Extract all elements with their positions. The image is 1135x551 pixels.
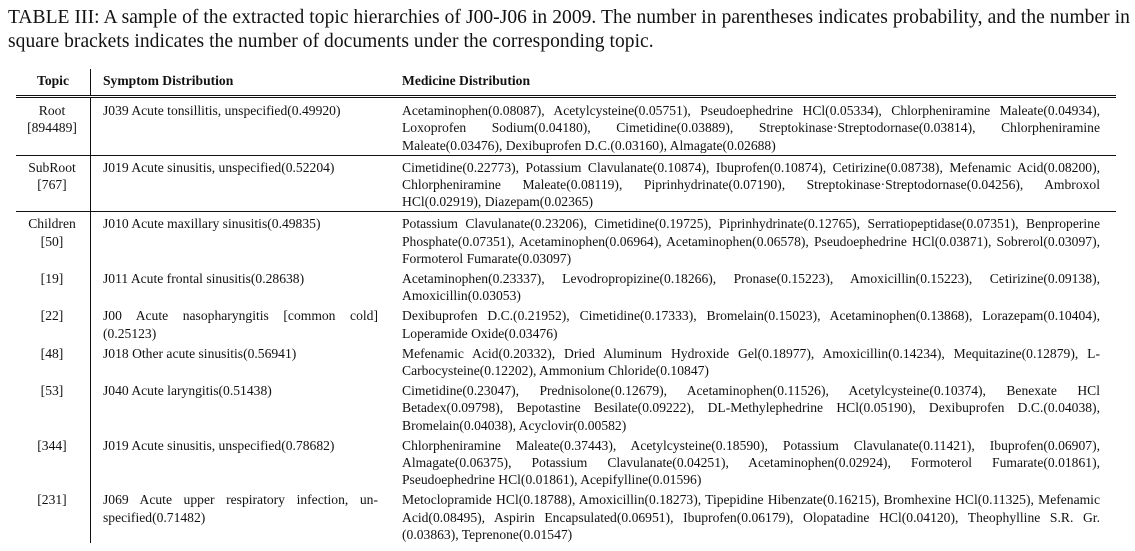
header-symptom-distribution: Symptom Distribution [103,73,234,88]
topic-count: [50] [40,233,64,249]
symptom-cell: J00 Acute nasopharyngitis [common cold](… [103,308,378,341]
topic-count: [53] [40,383,64,399]
topic-cell: [48] [16,341,91,380]
symptom-cell: J011 Acute frontal sinusitis(0.28638) [103,271,305,287]
medicine-cell: Dexibuprofen D.C.(0.21952), Cimetidine(0… [402,308,1100,341]
medicine-cell: Potassium Clavulanate(0.23206), Cimetidi… [402,216,1100,266]
topic-cell: [22] [16,304,91,342]
topic-label: Children [28,216,76,232]
topic-cell: Root [894489] [16,96,91,156]
medicine-cell: Chlorpheniramine Maleate(0.37443), Acety… [402,437,1100,488]
header-medicine-distribution: Medicine Distribution [402,73,531,88]
topic-count: [19] [40,271,64,287]
medicine-cell: Mefenamic Acid(0.20332), Dried Aluminum … [402,345,1100,379]
symptom-cell: J019 Acute sinusitis, unspecified(0.7868… [103,437,335,453]
symptom-cell: J019 Acute sinusitis, unspecified(0.5220… [90,155,388,213]
table-row: [231] J069 Acute upper respiratory infec… [16,488,1116,544]
table-header-row: Topic Symptom Distribution Medicine Dist… [16,69,1116,97]
topic-cell: [231] [16,488,91,544]
table-row: [53] J040 Acute laryngitis(0.51438) Cime… [16,379,1116,434]
table-row: [48] J018 Other acute sinusitis(0.56941)… [16,341,1116,380]
topic-count: [48] [40,345,64,361]
medicine-cell: Cimetidine(0.23047), Prednisolone(0.1267… [402,383,1100,433]
table-row-root: Root [894489] J039 Acute tonsillitis, un… [16,96,1116,156]
topic-cell: [344] [16,433,91,489]
table-caption: TABLE III: A sample of the extracted top… [8,7,1130,52]
topic-cell: SubRoot [767] [16,155,91,213]
table-row: [19] J011 Acute frontal sinusitis(0.2863… [16,267,1116,305]
symptom-cell: J069 Acute upper respiratory infection, … [103,492,378,525]
header-topic: Topic [16,69,91,97]
topic-hierarchy-table: Topic Symptom Distribution Medicine Dist… [16,69,1116,544]
topic-label: Root [38,103,66,119]
topic-count: [344] [37,437,67,453]
symptom-cell: J010 Acute maxillary sinusitis(0.49835) [103,216,321,232]
topic-label: SubRoot [28,159,76,175]
table-row: [22] J00 Acute nasopharyngitis [common c… [16,304,1116,342]
topic-count: [767] [37,177,67,193]
medicine-cell: Acetaminophen(0.23337), Levodropropizine… [402,271,1100,304]
topic-count: [231] [37,492,67,508]
table-row-children: Children [50] J010 Acute maxillary sinus… [16,211,1116,268]
symptom-cell: J018 Other acute sinusitis(0.56941) [103,345,297,361]
topic-cell: Children [50] [16,211,91,268]
symptom-cell: J039 Acute tonsillitis, unspecified(0.49… [90,96,388,156]
medicine-cell: Cimetidine(0.22773), Potassium Clavulana… [388,155,1116,213]
medicine-cell: Metoclopramide HCl(0.18788), Amoxicillin… [402,492,1100,542]
topic-count: [894489] [27,120,77,136]
medicine-cell: Acetaminophen(0.08087), Acetylcysteine(0… [388,96,1116,156]
topic-count: [22] [40,308,64,324]
topic-cell: [19] [16,267,91,305]
table-row: [344] J019 Acute sinusitis, unspecified(… [16,433,1116,489]
symptom-cell: J040 Acute laryngitis(0.51438) [103,383,272,399]
table-row-subroot: SubRoot [767] J019 Acute sinusitis, unsp… [16,155,1116,213]
topic-cell: [53] [16,379,91,434]
